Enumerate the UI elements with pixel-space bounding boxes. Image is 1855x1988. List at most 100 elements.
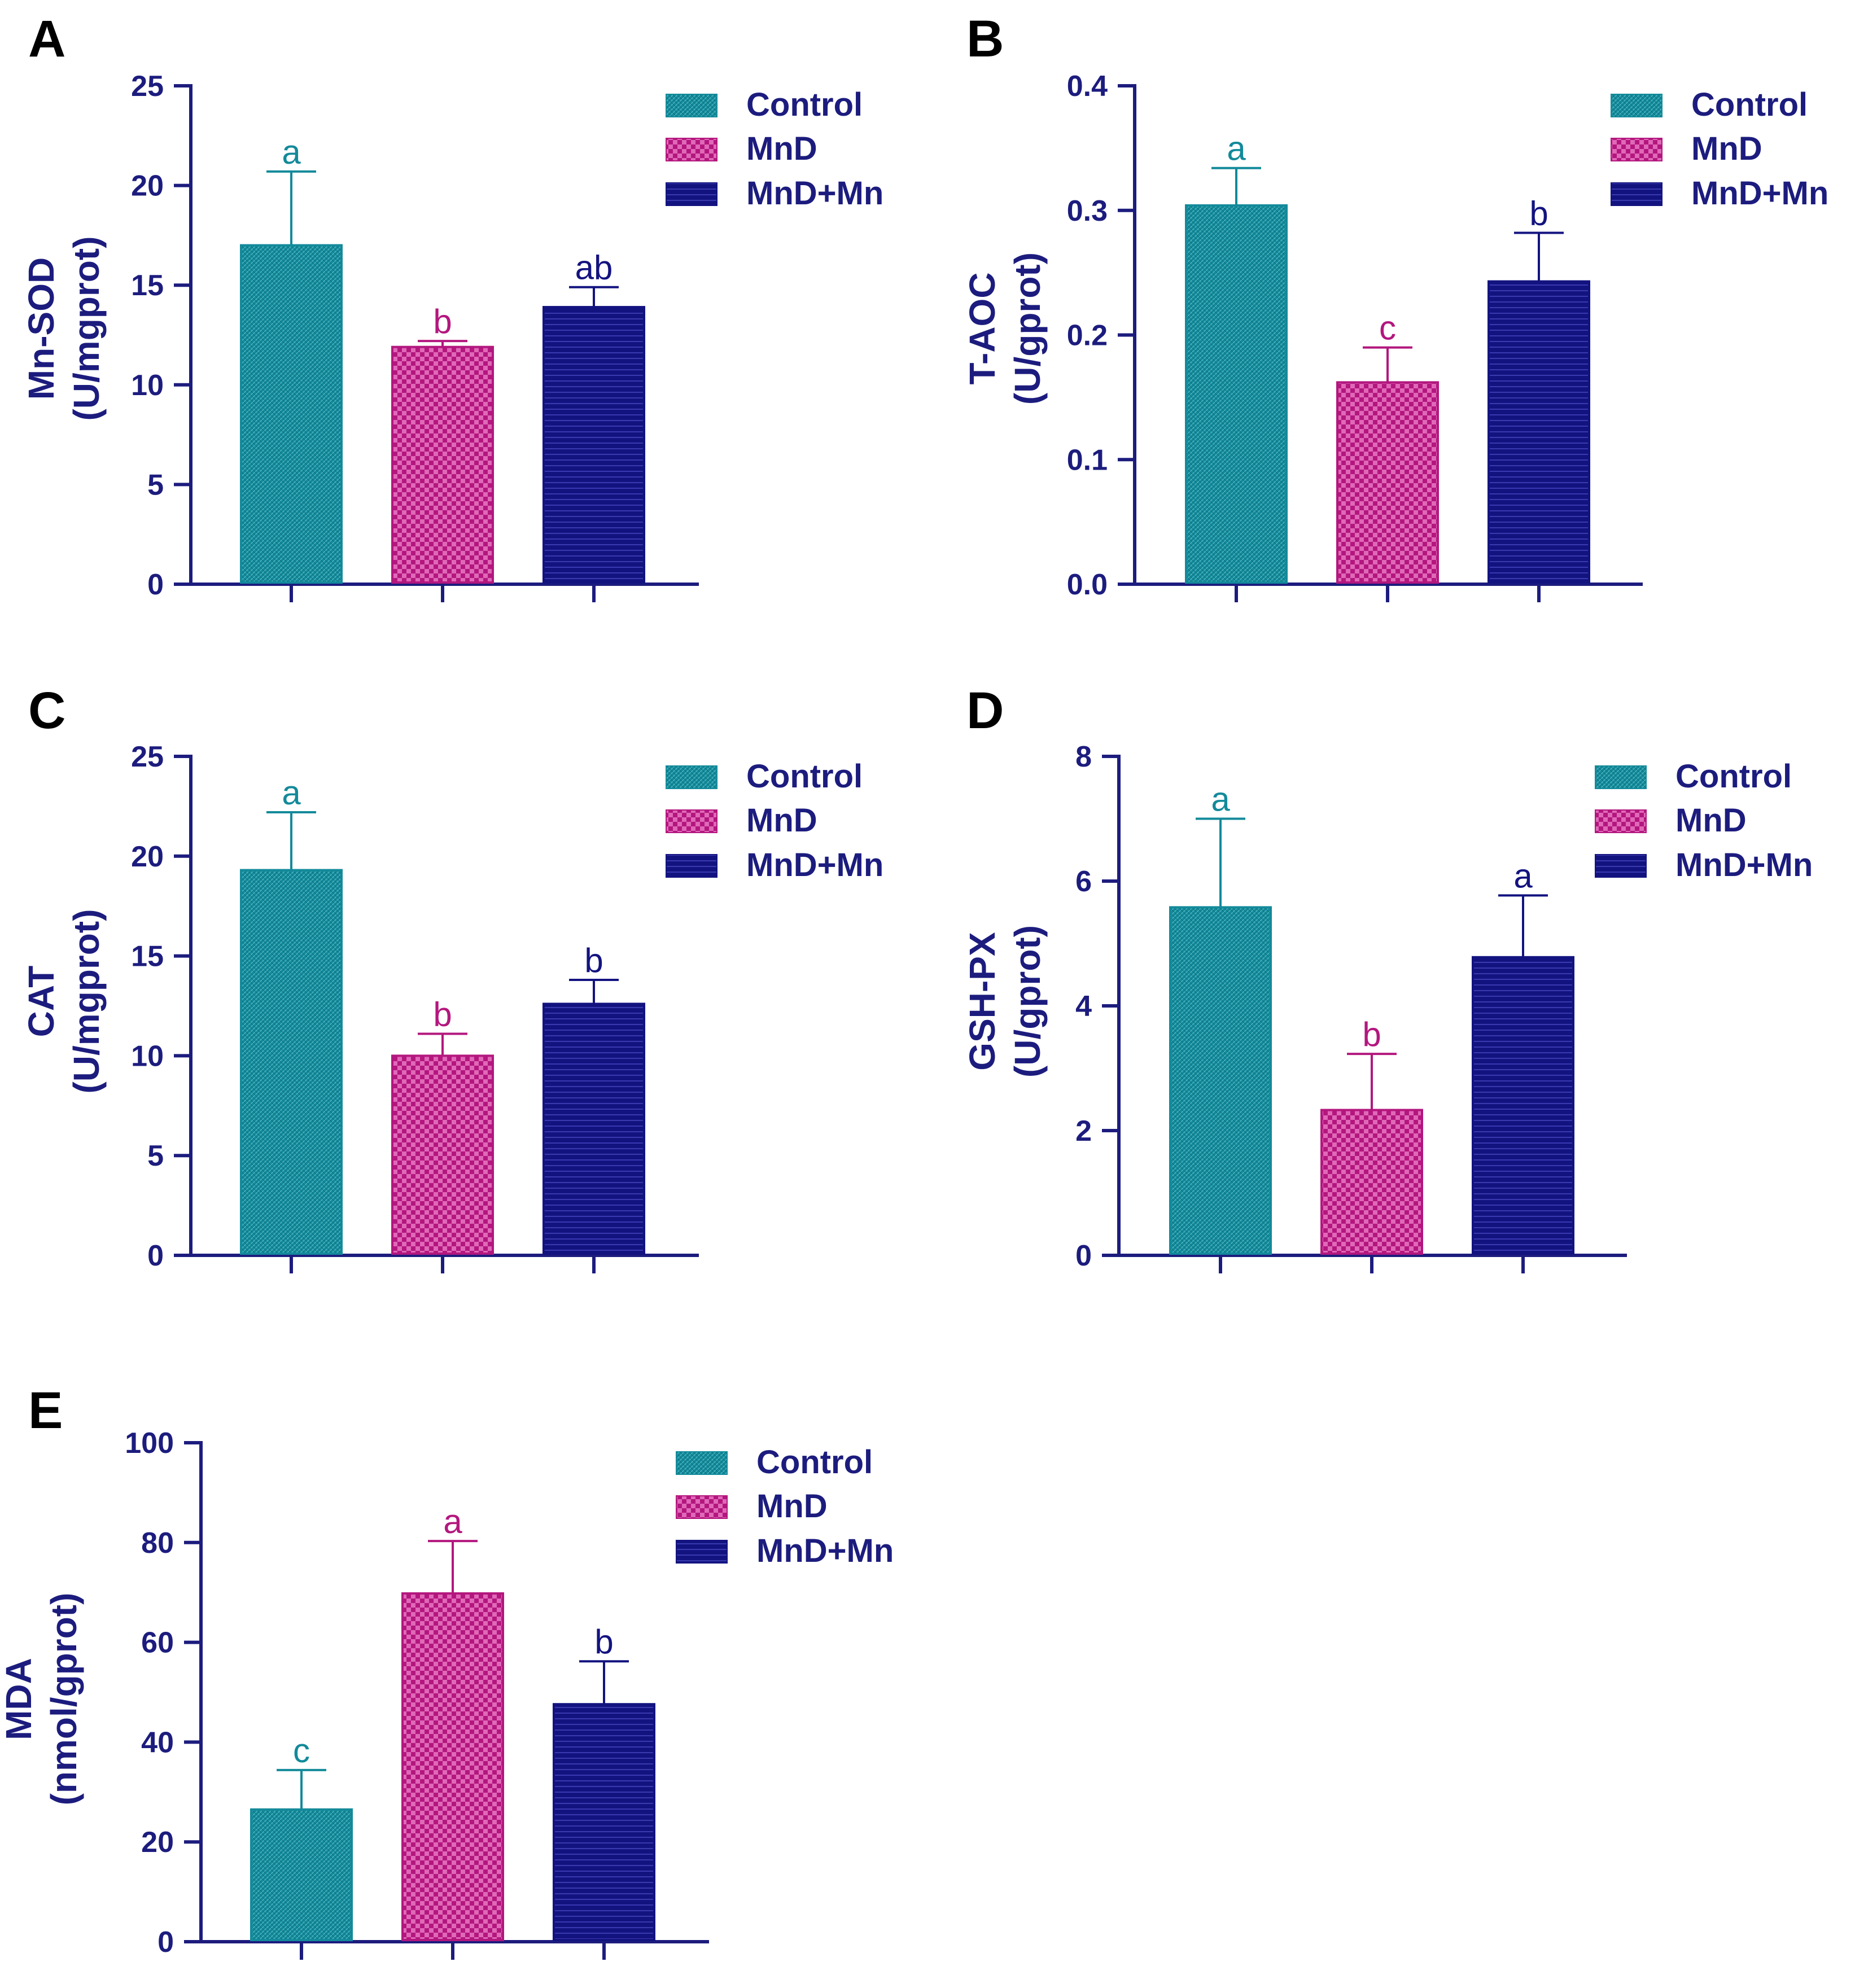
panel-e: E MDA (nmol/gprot) 0 20 40 60 80 100 c a b Contr… [0,1382,894,1960]
y-tick-label: 25 [131,741,164,773]
bar-control [240,244,343,584]
y-axis-title: MDA [0,1658,39,1740]
legend-swatch [1595,809,1647,833]
legend-label: Control [756,1444,873,1481]
legend-label: MnD [746,802,817,839]
y-tick-label: 15 [131,269,164,302]
significance-letter: c [1379,309,1396,347]
significance-letter: a [1513,857,1533,895]
significance-letter: b [1529,194,1548,232]
legend-swatch [666,854,718,878]
significance-letter: b [433,996,452,1034]
panel-letter: E [28,1382,63,1439]
y-tick-label: 40 [141,1726,174,1759]
y-tick-label: 20 [131,840,164,873]
y-tick-label: 100 [125,1427,174,1460]
significance-letter: a [1227,130,1246,168]
legend-label: MnD+Mn [756,1532,894,1569]
significance-letter: b [584,942,603,979]
legend-label: Control [1691,86,1808,123]
y-axis-title: CAT [21,966,62,1037]
legend-swatch [676,1451,728,1475]
panel-letter: D [966,682,1004,739]
legend-swatch [1595,765,1647,789]
panel-letter: A [28,10,65,68]
y-axis-title: Mn-SOD [21,257,62,400]
y-tick-label: 5 [147,1140,164,1172]
y-tick-label: 5 [147,468,164,501]
bar-control [1169,906,1272,1255]
y-tick-label: 8 [1075,741,1092,773]
y-tick-label: 0.2 [1067,319,1108,352]
bar-mnd [391,345,494,584]
significance-letter: b [1362,1015,1381,1053]
bar-mnd [1320,1109,1423,1255]
y-axis-unit: (U/gprot) [1007,925,1048,1078]
significance-letter: a [443,1503,462,1540]
legend-swatch [666,809,718,833]
legend-label: MnD+Mn [746,847,883,883]
legend-swatch [1611,182,1663,206]
legend-swatch [1595,854,1647,878]
legend-label: MnD [1675,802,1747,839]
significance-letter: a [282,133,301,171]
bar-mnd-plus-mn [542,1002,645,1255]
legend-label: MnD+Mn [1691,175,1828,212]
legend-swatch [666,765,718,789]
legend-label: MnD [746,130,817,167]
y-tick-label: 0.1 [1067,444,1108,476]
y-tick-label: 20 [141,1826,174,1859]
y-tick-label: 10 [131,369,164,402]
y-axis-unit: (U/mgprot) [66,909,107,1093]
bar-mnd-plus-mn [1472,956,1574,1255]
y-tick-label: 6 [1075,865,1092,898]
legend-label: MnD [756,1488,828,1525]
panel-c: C CAT (U/mgprot) 0 5 10 15 20 25 a b b Control Mn… [21,682,883,1273]
bar-mnd-plus-mn [553,1703,655,1942]
panel-letter: C [28,682,65,739]
y-tick-label: 60 [141,1627,174,1659]
y-axis-unit: (U/mgprot) [66,236,107,421]
legend-swatch [676,1540,728,1564]
significance-letter: a [282,774,301,812]
y-tick-label: 2 [1075,1115,1092,1148]
y-axis-unit: (U/gprot) [1007,252,1048,405]
legend-label: MnD+Mn [746,175,883,212]
y-axis-unit: (nmol/gprot) [43,1593,84,1806]
legend-swatch [666,182,718,206]
significance-letter: c [293,1732,310,1770]
legend-swatch [676,1495,728,1519]
y-tick-label: 0.3 [1067,195,1108,227]
y-tick-label: 0 [158,1926,174,1959]
y-tick-label: 15 [131,940,164,973]
legend-label: MnD [1691,130,1762,167]
y-axis-title: GSH-PX [962,932,1003,1071]
bar-mnd [1336,381,1439,584]
y-tick-label: 80 [141,1527,174,1560]
y-tick-label: 25 [131,70,164,103]
legend-label: MnD+Mn [1675,847,1813,883]
significance-letter: ab [575,249,613,287]
bar-mnd-plus-mn [1488,280,1590,584]
y-tick-label: 0.0 [1067,568,1108,601]
legend-swatch [1611,138,1663,161]
bar-control [250,1808,353,1941]
bar-mnd-plus-mn [542,306,645,584]
y-tick-label: 0 [1075,1240,1092,1272]
panel-d: D GSH-PX (U/gprot) 0 2 4 6 8 a b a Control MnD Mn… [962,682,1813,1273]
legend-swatch [666,94,718,117]
bar-mnd [401,1592,504,1941]
legend-label: Control [746,758,863,795]
legend-label: Control [746,86,863,123]
y-tick-label: 20 [131,170,164,203]
significance-letter: b [433,303,452,340]
significance-letter: b [594,1623,613,1661]
panel-b: B T-AOC (U/gprot) 0.0 0.1 0.2 0.3 0.4 a c b Con… [962,10,1828,602]
y-tick-label: 4 [1075,990,1092,1023]
legend-label: Control [1675,758,1792,795]
y-tick-label: 0 [147,568,164,601]
legend-swatch [1611,94,1663,117]
bar-mnd [391,1054,494,1255]
legend-swatch [666,138,718,161]
